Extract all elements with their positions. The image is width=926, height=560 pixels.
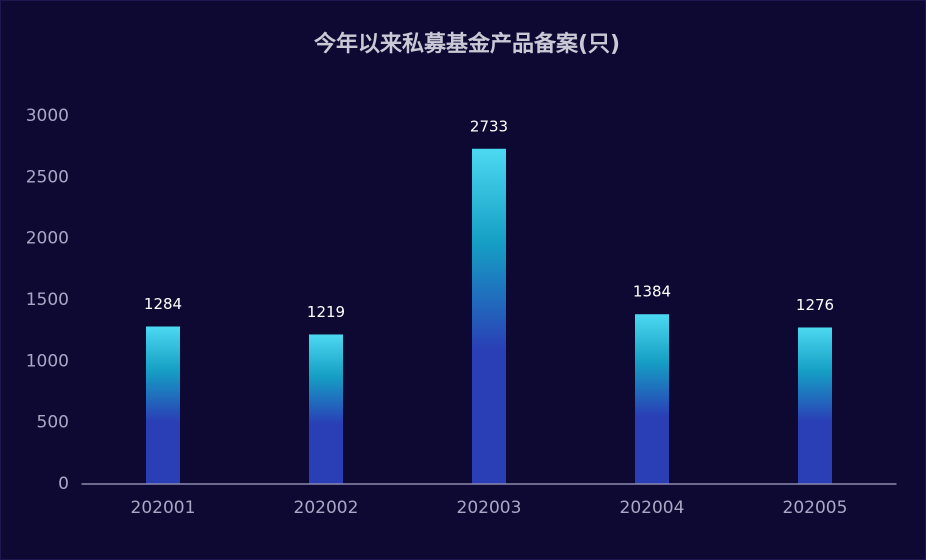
- bar: [472, 148, 506, 484]
- value-label: 1384: [633, 283, 671, 301]
- y-tick-label: 1500: [26, 290, 69, 310]
- y-tick-label: 1000: [26, 351, 69, 371]
- chart-title: 今年以来私募基金产品备案(只): [314, 31, 620, 57]
- y-tick-label: 2500: [26, 167, 69, 187]
- x-tick-label: 202005: [783, 498, 848, 518]
- x-tick-label: 202003: [457, 498, 522, 518]
- y-tick-label: 500: [37, 413, 69, 433]
- x-tick-label: 202002: [294, 498, 359, 518]
- bar: [798, 327, 832, 484]
- y-tick-label: 2000: [26, 229, 69, 249]
- bar: [309, 334, 343, 484]
- x-tick-label: 202001: [131, 498, 196, 518]
- y-tick-label: 3000: [26, 106, 69, 126]
- value-label: 1219: [307, 303, 345, 321]
- x-tick-label: 202004: [620, 498, 685, 518]
- value-label: 2733: [470, 117, 508, 135]
- y-tick-label: 0: [58, 474, 69, 494]
- bar: [635, 314, 669, 484]
- bar: [146, 326, 180, 484]
- value-label: 1284: [144, 295, 182, 313]
- value-label: 1276: [796, 296, 834, 314]
